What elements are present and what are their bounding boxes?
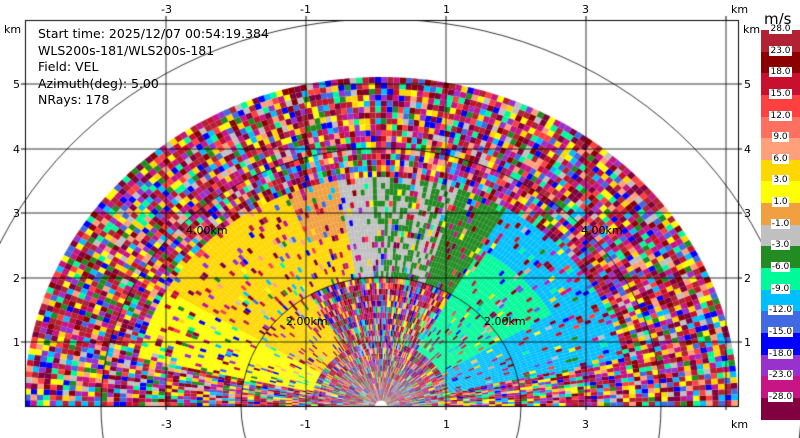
y-unit-left: km	[4, 23, 22, 36]
colorbar-label: -18.0	[767, 348, 794, 359]
colorbar-label: 1.0	[772, 197, 789, 208]
azimuth-text: Azimuth(deg): 5.00	[38, 75, 159, 91]
colorbar-label: -3.0	[770, 240, 791, 251]
colorbar-label: 3.0	[772, 175, 789, 186]
colorbar-label: -9.0	[770, 283, 791, 294]
y-unit-right: km	[743, 23, 761, 36]
colorbar-label: 15.0	[769, 88, 792, 99]
colorbar-label: -1.0	[770, 218, 791, 229]
colorbar-label: -23.0	[767, 370, 794, 381]
colorbar-label: 12.0	[769, 110, 792, 121]
y-tick-right-3: 3	[744, 207, 751, 220]
y-tick-right-5: 5	[744, 78, 751, 91]
x-tick-top-2: -1	[300, 3, 311, 16]
scan-info-box: Start time: 2025/12/07 00:54:19.384 WLS2…	[38, 26, 269, 109]
ring-label-inner-right: 2.00km	[484, 315, 526, 328]
colorbar-swatch: 3.0	[761, 175, 800, 204]
velocity-colorbar: 28.0 23.0 18.0 15.0 12.0 9.0 6.0 3.0 1.0 -1.0 -3.0…	[761, 24, 800, 420]
colorbar-swatch: 9.0	[761, 132, 800, 160]
y-tick-left-3: 3	[13, 207, 20, 220]
x-tick-top-1: -3	[161, 3, 172, 16]
y-tick-left-2: 2	[13, 272, 20, 285]
colorbar-label: 18.0	[769, 67, 792, 78]
ring-label-inner-left: 2.00km	[286, 315, 328, 328]
x-tick-bottom-1: -3	[161, 418, 172, 431]
colorbar-label: 9.0	[772, 132, 789, 143]
x-tick-top-3: 1	[443, 3, 450, 16]
x-tick-top-4: 3	[582, 3, 589, 16]
colorbar-swatch: 6.0	[761, 153, 800, 182]
colorbar-swatch: -28.0	[761, 391, 800, 420]
colorbar-label: 28.0	[769, 24, 792, 34]
start-time-text: Start time: 2025/12/07 00:54:19.384	[38, 26, 269, 41]
ring-label-outer-left: 4.00km	[186, 224, 228, 237]
colorbar-label: -12.0	[767, 305, 794, 316]
y-tick-right-4: 4	[744, 143, 751, 156]
colorbar-label: 6.0	[772, 153, 789, 164]
x-tick-bottom-2: -1	[300, 418, 311, 431]
x-unit-bottom: km	[731, 418, 749, 431]
y-tick-left-5: 5	[13, 78, 20, 91]
colorbar-label: 23.0	[769, 45, 792, 56]
colorbar-label: -28.0	[767, 391, 794, 402]
field-text: Field: VEL	[38, 59, 99, 74]
y-tick-left-1: 1	[13, 336, 20, 349]
nrays-text: NRays: 178	[38, 92, 110, 107]
colorbar-label: -15.0	[767, 326, 794, 337]
y-tick-right-1: 1	[744, 336, 751, 349]
ring-label-outer-right: 4.00km	[581, 224, 623, 237]
x-unit-top: km	[731, 3, 749, 16]
colorbar-unit: m/s	[764, 10, 792, 28]
colorbar-swatch: 12.0	[761, 110, 800, 139]
y-tick-right-2: 2	[744, 272, 751, 285]
x-tick-bottom-3: 1	[443, 418, 450, 431]
x-tick-bottom-4: 3	[582, 418, 589, 431]
colorbar-label: -6.0	[770, 262, 791, 273]
y-tick-left-4: 4	[13, 143, 20, 156]
instrument-text: WLS200s-181/WLS200s-181	[38, 42, 215, 58]
